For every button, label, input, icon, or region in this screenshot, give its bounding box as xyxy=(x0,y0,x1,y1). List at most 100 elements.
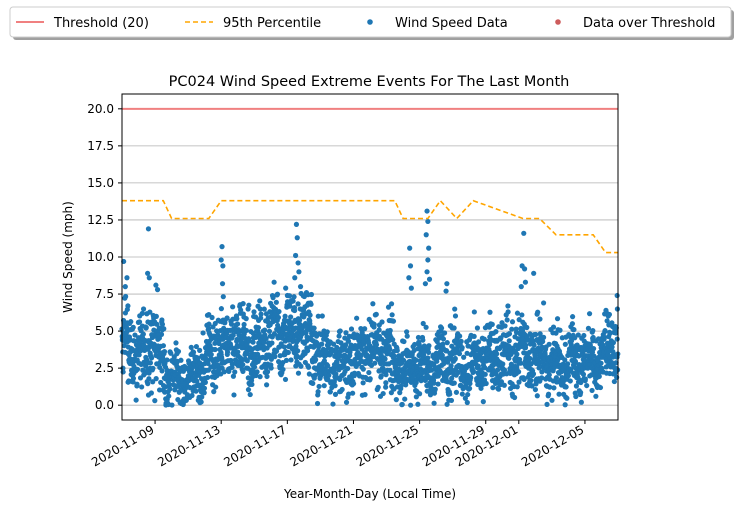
wind-speed-peak-point xyxy=(424,269,430,275)
wind-speed-point xyxy=(562,402,568,408)
wind-speed-point xyxy=(393,397,399,403)
wind-speed-point xyxy=(360,380,366,386)
wind-speed-point xyxy=(342,342,349,348)
wind-speed-point xyxy=(518,360,524,366)
wind-speed-point xyxy=(493,371,499,377)
wind-speed-point xyxy=(214,328,220,334)
wind-speed-point xyxy=(297,317,303,323)
wind-speed-point xyxy=(452,313,459,319)
wind-speed-point xyxy=(501,382,507,388)
wind-speed-point xyxy=(609,344,615,350)
wind-speed-point xyxy=(150,379,156,385)
wind-speed-point xyxy=(367,376,373,382)
wind-speed-point xyxy=(509,319,516,325)
wind-speed-point xyxy=(477,354,484,360)
wind-speed-point xyxy=(311,325,317,331)
wind-speed-point xyxy=(351,370,358,376)
wind-speed-point xyxy=(394,347,400,354)
wind-speed-point xyxy=(252,314,259,320)
wind-speed-point xyxy=(546,341,552,347)
wind-speed-point xyxy=(480,399,486,405)
wind-speed-point xyxy=(423,324,429,330)
wind-speed-point xyxy=(218,306,224,312)
wind-speed-point xyxy=(201,385,208,391)
wind-speed-point xyxy=(387,327,393,334)
wind-speed-point xyxy=(160,343,166,349)
wind-speed-points xyxy=(119,208,621,408)
wind-speed-point xyxy=(541,334,547,340)
wind-speed-point xyxy=(212,346,218,353)
wind-speed-peak-point xyxy=(124,275,130,281)
wind-speed-point xyxy=(452,306,458,312)
wind-speed-point xyxy=(159,368,165,374)
wind-speed-point xyxy=(412,341,418,348)
wind-speed-point xyxy=(373,342,380,348)
wind-speed-point xyxy=(595,336,602,342)
wind-speed-point xyxy=(327,389,333,395)
y-tick-label: 2.5 xyxy=(95,361,114,375)
wind-speed-point xyxy=(193,388,199,394)
wind-speed-point xyxy=(273,299,279,305)
wind-speed-point xyxy=(415,334,422,341)
y-tick-label: 20.0 xyxy=(87,102,114,116)
wind-speed-point xyxy=(565,361,571,367)
wind-speed-point xyxy=(332,391,339,397)
wind-speed-point xyxy=(550,324,557,330)
wind-speed-point xyxy=(235,321,241,327)
wind-speed-point xyxy=(337,328,343,334)
wind-speed-point xyxy=(350,390,356,396)
wind-speed-point xyxy=(383,380,389,386)
y-tick-label: 0.0 xyxy=(95,398,114,412)
wind-speed-point xyxy=(286,293,293,299)
x-tick-label: 2020-11-21 xyxy=(288,422,355,469)
wind-speed-point xyxy=(131,338,137,344)
wind-speed-point xyxy=(380,390,386,397)
wind-speed-point xyxy=(150,365,156,371)
wind-speed-point xyxy=(308,301,314,307)
wind-speed-point xyxy=(188,344,194,350)
legend-over-threshold-label: Data over Threshold xyxy=(583,16,715,31)
wind-speed-point xyxy=(148,390,154,396)
legend-data-swatch xyxy=(367,19,373,25)
wind-speed-point xyxy=(459,391,465,397)
wind-speed-peak-point xyxy=(292,275,298,281)
wind-speed-peak-point xyxy=(518,284,524,290)
wind-speed-point xyxy=(134,366,141,372)
wind-speed-point xyxy=(438,325,445,331)
y-tick-label: 17.5 xyxy=(87,139,114,153)
wind-speed-point xyxy=(553,375,559,381)
wind-speed-point xyxy=(243,316,249,322)
wind-speed-point xyxy=(247,391,253,398)
wind-speed-point xyxy=(339,386,345,393)
wind-speed-point xyxy=(154,321,160,327)
wind-speed-peak-point xyxy=(295,260,301,266)
wind-speed-point xyxy=(244,358,250,364)
wind-speed-point xyxy=(264,382,270,388)
reference-lines xyxy=(122,107,618,254)
wind-speed-peak-point xyxy=(425,257,431,263)
wind-speed-point xyxy=(571,327,577,333)
legend-threshold-label: Threshold (20) xyxy=(53,16,149,31)
wind-speed-point xyxy=(243,327,249,334)
wind-speed-point xyxy=(614,336,620,342)
wind-speed-point xyxy=(240,301,246,307)
chart-title: PC024 Wind Speed Extreme Events For The … xyxy=(169,74,570,90)
wind-speed-point xyxy=(537,316,543,322)
wind-speed-point xyxy=(544,401,550,407)
wind-speed-point xyxy=(593,393,599,399)
y-tick-label: 12.5 xyxy=(87,213,114,227)
wind-speed-point xyxy=(272,354,278,360)
wind-speed-point xyxy=(606,311,613,318)
wind-speed-point xyxy=(567,378,573,384)
wind-speed-point xyxy=(316,383,322,390)
wind-speed-point xyxy=(590,334,596,341)
wind-speed-point xyxy=(539,375,545,381)
wind-speed-point xyxy=(325,363,331,369)
wind-speed-point xyxy=(161,326,167,332)
wind-speed-point xyxy=(613,360,619,366)
wind-speed-point xyxy=(240,361,246,368)
wind-speed-point xyxy=(542,351,548,357)
wind-speed-point xyxy=(153,376,159,382)
wind-speed-point xyxy=(202,379,208,385)
wind-speed-point xyxy=(557,327,563,333)
